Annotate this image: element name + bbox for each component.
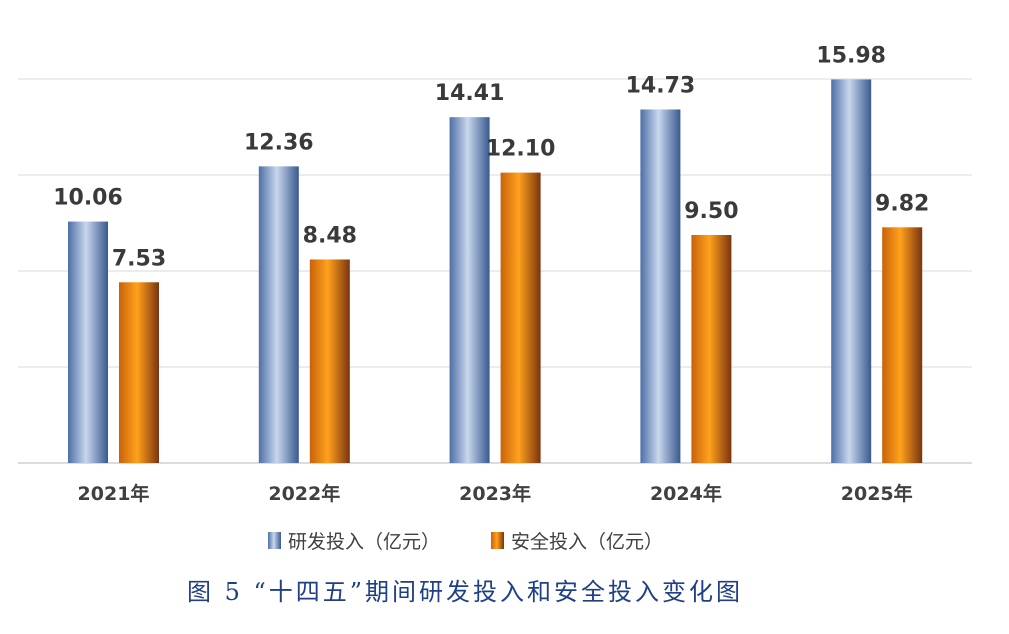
bar-safety-investment	[882, 227, 923, 463]
bar-rd-investment	[68, 221, 108, 463]
bar-value-label: 9.50	[684, 199, 738, 224]
bar-safety-investment	[309, 259, 350, 463]
chart-svg: 10.06 12.36 14.41 14.73 15.98 7.53 8.48 12.10 9.…	[18, 43, 972, 553]
legend-label: 安全投入（亿元）	[511, 531, 663, 553]
bar-value-label: 9.82	[875, 191, 929, 216]
bar-rd-investment	[449, 117, 490, 463]
x-tick-label: 2024年	[650, 482, 722, 505]
bar-value-label: 10.06	[53, 186, 123, 211]
legend: 研发投入（亿元） 安全投入（亿元）	[268, 531, 663, 553]
gridlines	[18, 78, 972, 464]
figure-caption: 图 5 “十四五”期间研发投入和安全投入变化图	[186, 578, 744, 606]
bar-safety-investment	[500, 172, 541, 463]
legend-label: 研发投入（亿元）	[288, 531, 440, 553]
bar-rd-investment	[640, 109, 681, 463]
bar-value-label: 14.73	[626, 73, 696, 98]
value-labels: 10.06 12.36 14.41 14.73 15.98 7.53 8.48 12.10 9.…	[53, 43, 929, 271]
bar-safety-investment	[119, 282, 159, 463]
bar-safety-investment	[691, 235, 732, 463]
x-tick-label: 2021年	[78, 482, 150, 505]
legend-swatch	[268, 532, 281, 549]
bar-value-label: 15.98	[816, 43, 886, 68]
x-tick-label: 2025年	[841, 482, 913, 505]
legend-swatch	[491, 532, 504, 549]
x-tick-label: 2022年	[268, 482, 340, 505]
bar-rd-investment	[258, 166, 299, 464]
bar-value-label: 14.41	[435, 81, 505, 106]
bar-value-label: 8.48	[303, 223, 357, 248]
bar-value-label: 7.53	[112, 246, 166, 271]
bar-value-label: 12.10	[486, 137, 556, 162]
bars	[68, 79, 923, 464]
bar-value-label: 12.36	[244, 130, 314, 155]
bar-rd-investment	[831, 79, 872, 463]
x-axis: 2021年 2022年 2023年 2024年 2025年	[78, 482, 913, 505]
x-tick-label: 2023年	[459, 482, 531, 505]
